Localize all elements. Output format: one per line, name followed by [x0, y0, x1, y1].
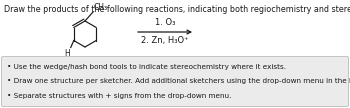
Text: H: H [64, 48, 70, 57]
Text: Draw the products of the following reactions, indicating both regiochemistry and: Draw the products of the following react… [4, 5, 350, 14]
Text: 2. Zn, H₃O⁺: 2. Zn, H₃O⁺ [141, 36, 189, 45]
FancyBboxPatch shape [1, 56, 349, 106]
Text: • Use the wedge/hash bond tools to indicate stereochemistry where it exists.: • Use the wedge/hash bond tools to indic… [7, 64, 286, 70]
Text: • Separate structures with + signs from the drop-down menu.: • Separate structures with + signs from … [7, 93, 231, 99]
Text: CH₃: CH₃ [93, 2, 108, 11]
Text: 1. O₃: 1. O₃ [155, 18, 175, 27]
Text: • Draw one structure per sketcher. Add additional sketchers using the drop-down : • Draw one structure per sketcher. Add a… [7, 79, 350, 84]
